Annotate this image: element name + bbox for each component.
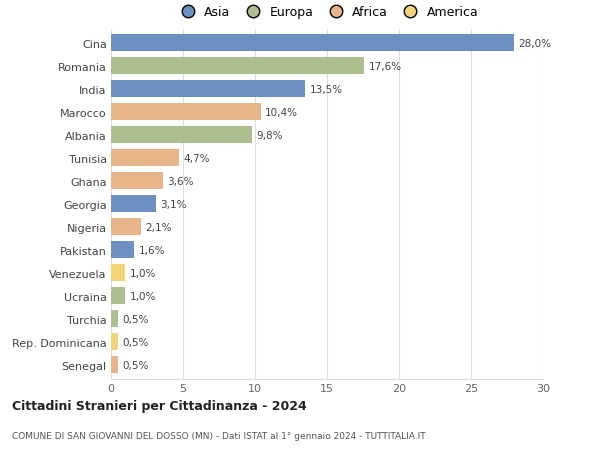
Text: 1,6%: 1,6% (139, 245, 165, 255)
Text: 3,1%: 3,1% (160, 199, 187, 209)
Bar (111, 219, 141, 235)
Bar (111, 58, 364, 75)
Text: 0,5%: 0,5% (122, 337, 149, 347)
Text: 1,0%: 1,0% (130, 268, 156, 278)
Bar (111, 265, 125, 281)
Text: 3,6%: 3,6% (167, 176, 194, 186)
Text: 1,0%: 1,0% (130, 291, 156, 301)
Text: 4,7%: 4,7% (183, 153, 209, 163)
Bar (111, 334, 118, 350)
Bar (111, 35, 514, 52)
Text: Cittadini Stranieri per Cittadinanza - 2024: Cittadini Stranieri per Cittadinanza - 2… (12, 399, 307, 412)
Bar (111, 196, 155, 213)
Text: 0,5%: 0,5% (122, 314, 149, 324)
Bar (111, 173, 163, 190)
Text: COMUNE DI SAN GIOVANNI DEL DOSSO (MN) - Dati ISTAT al 1° gennaio 2024 - TUTTITAL: COMUNE DI SAN GIOVANNI DEL DOSSO (MN) - … (12, 431, 425, 441)
Text: 9,8%: 9,8% (256, 130, 283, 140)
Bar (111, 81, 305, 98)
Text: 28,0%: 28,0% (518, 39, 551, 49)
Text: 10,4%: 10,4% (265, 107, 298, 118)
Text: 0,5%: 0,5% (122, 360, 149, 370)
Bar (111, 242, 134, 258)
Bar (111, 127, 252, 144)
Bar (111, 104, 261, 121)
Bar (111, 311, 118, 327)
Legend: Asia, Europa, Africa, America: Asia, Europa, Africa, America (170, 1, 484, 24)
Bar (111, 150, 179, 167)
Text: 13,5%: 13,5% (310, 84, 343, 95)
Text: 2,1%: 2,1% (146, 222, 172, 232)
Bar (111, 288, 125, 304)
Bar (111, 357, 118, 373)
Text: 17,6%: 17,6% (369, 62, 402, 72)
